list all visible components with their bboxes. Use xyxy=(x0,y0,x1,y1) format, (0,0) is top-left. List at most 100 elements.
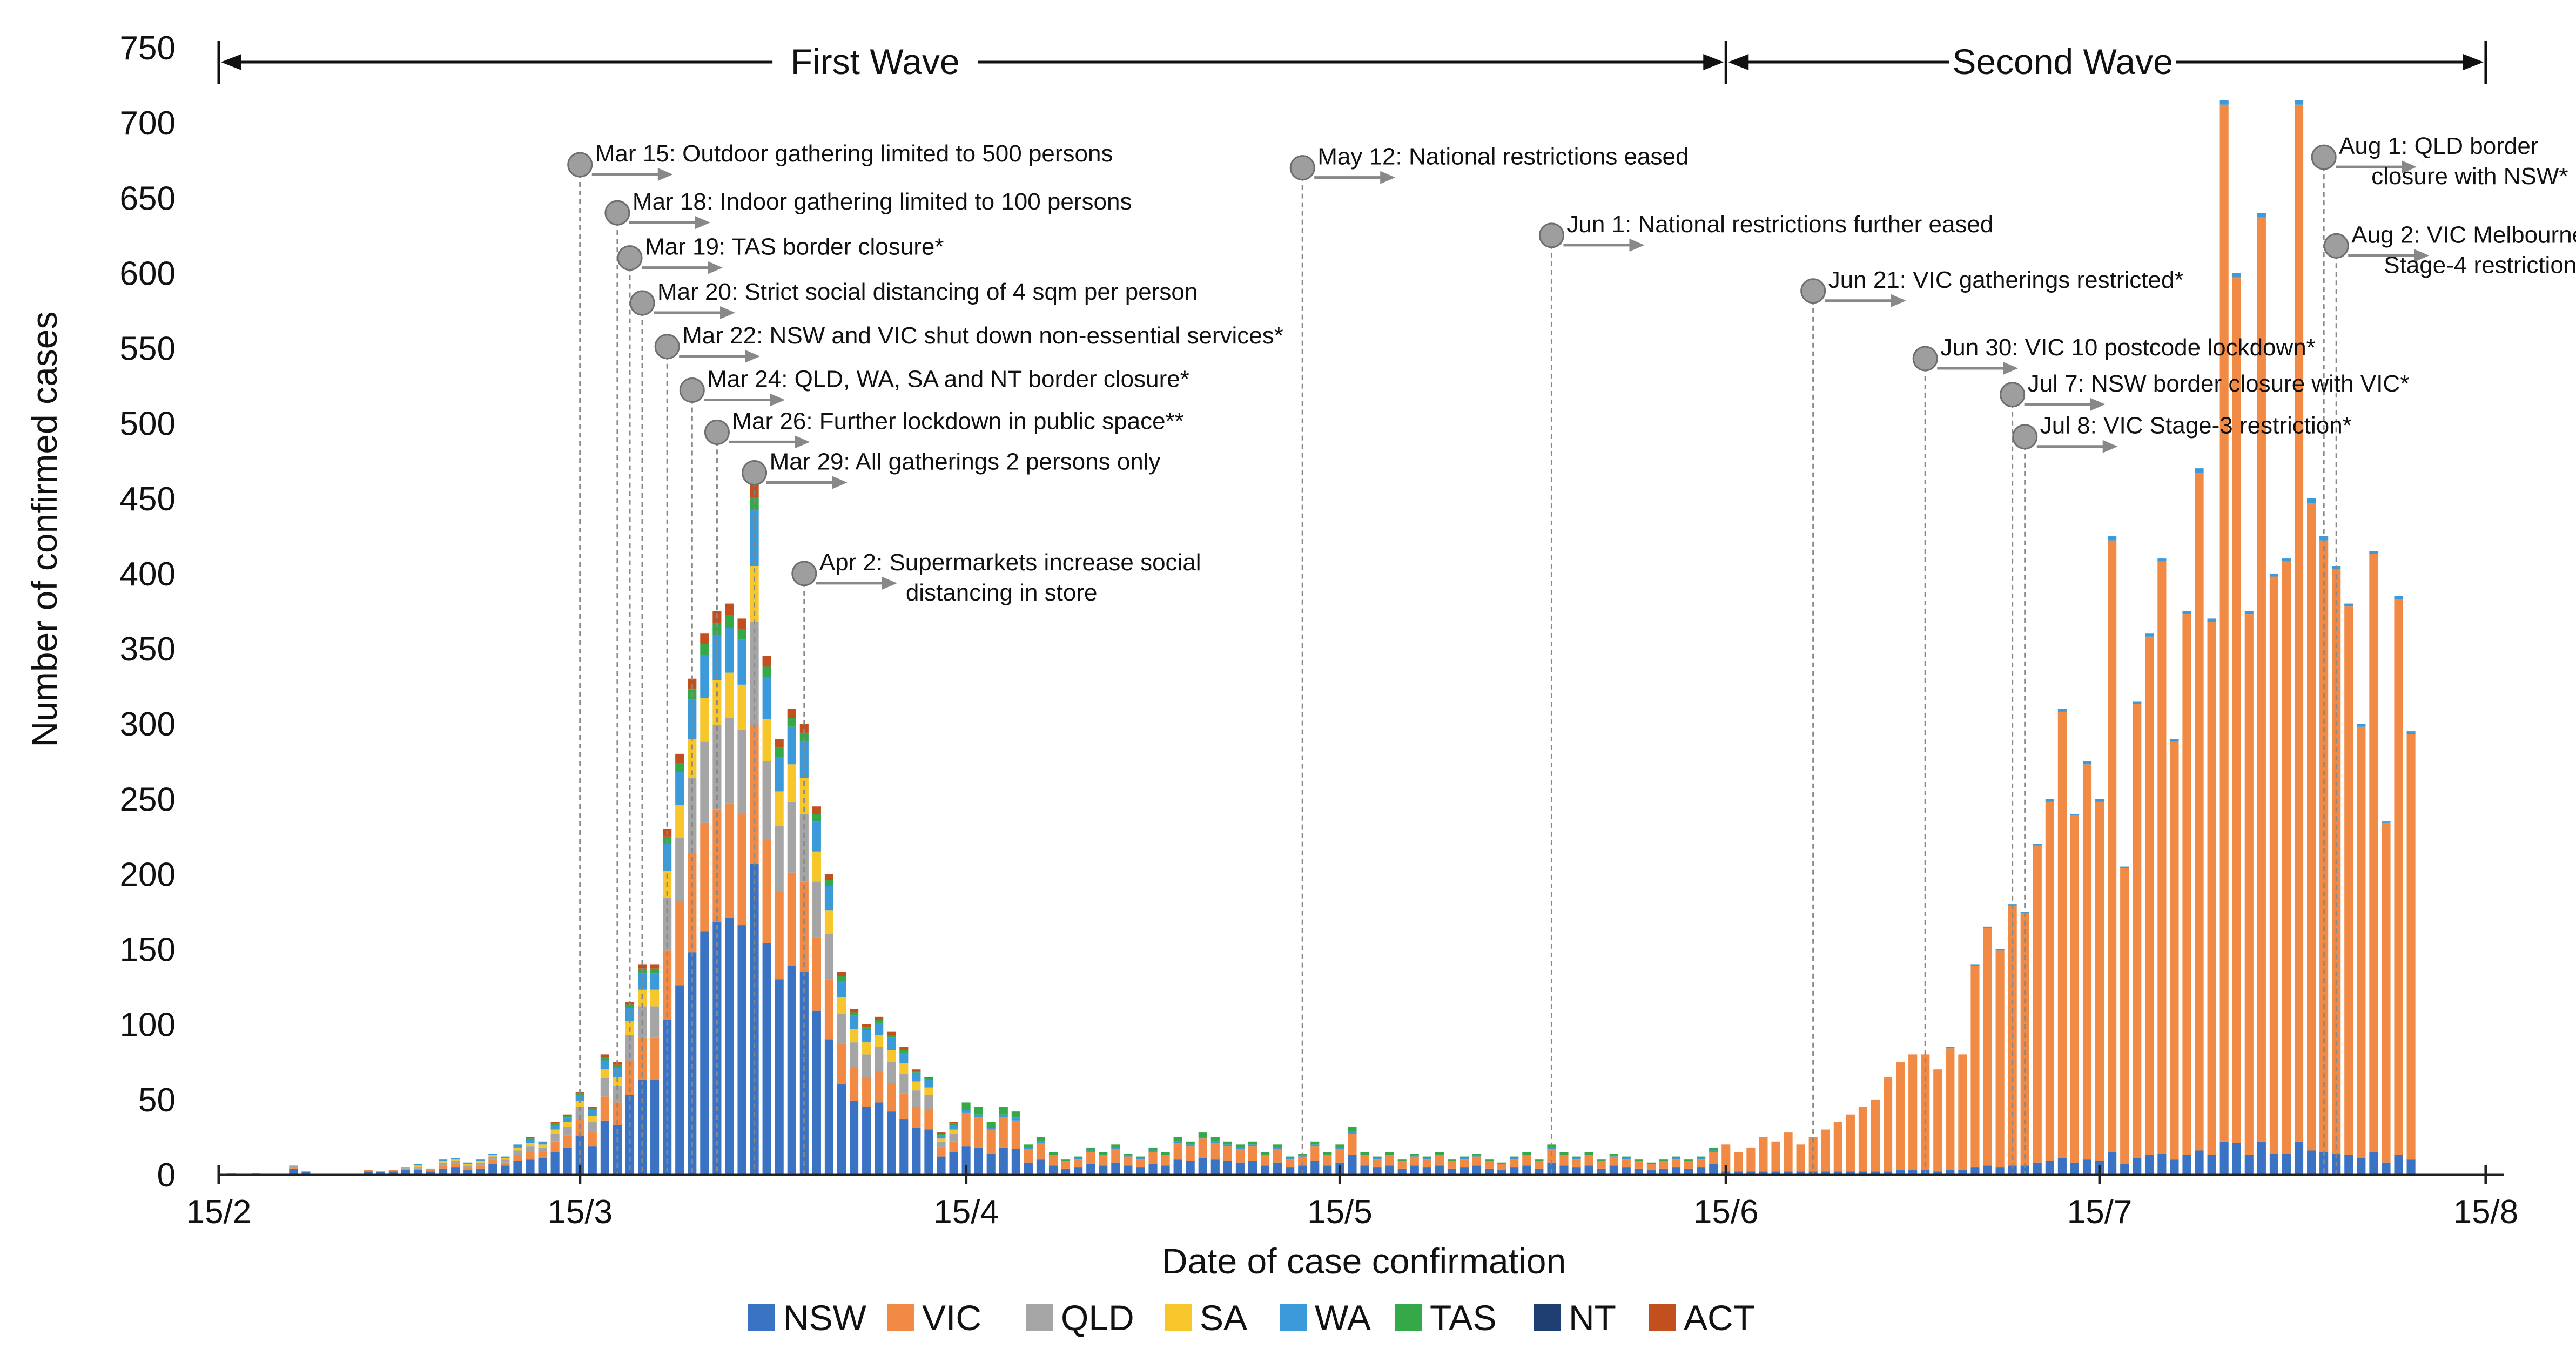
event-annotation: Apr 2: Supermarkets increase social dista… xyxy=(819,549,1201,606)
bar-segment-vic xyxy=(1260,1155,1270,1166)
bar-segment-wa xyxy=(824,886,834,911)
bar-segment-nsw xyxy=(1435,1165,1444,1175)
event-arrowhead xyxy=(2402,160,2417,174)
bar-segment-vic xyxy=(2157,561,2167,1154)
event-arrowhead xyxy=(1891,294,1906,307)
bar-segment-vic xyxy=(2170,741,2179,1160)
bar-segment-nsw xyxy=(1410,1165,1419,1175)
bar-segment-wa xyxy=(2095,799,2104,802)
bar-segment-sa xyxy=(887,1050,896,1062)
bar-segment-vic xyxy=(1447,1161,1457,1169)
bar-segment-vic xyxy=(1173,1143,1182,1160)
bar-segment-tas xyxy=(949,1123,958,1125)
bar-segment-sa xyxy=(912,1081,921,1091)
event-arrowhead xyxy=(2003,362,2019,375)
bar-segment-qld xyxy=(912,1090,921,1107)
bar-segment-vic xyxy=(899,1093,909,1120)
bar-segment-wa xyxy=(1410,1155,1419,1157)
bar-segment-nsw xyxy=(2232,1143,2241,1175)
event-annotation: Mar 15: Outdoor gathering limited to 500… xyxy=(595,140,1113,167)
bar-segment-sa xyxy=(787,764,796,802)
bar-segment-vic xyxy=(1646,1164,1656,1170)
bar-segment-nsw xyxy=(1995,1167,2005,1175)
bar-segment-vic xyxy=(451,1164,460,1168)
bar-segment-wa xyxy=(563,1117,572,1122)
x-tick-label: 15/3 xyxy=(547,1193,613,1231)
bar-segment-nsw xyxy=(937,1156,946,1175)
bar-segment-vic xyxy=(961,1112,971,1147)
bar-segment-vic xyxy=(2145,636,2154,1155)
bar-segment-vic xyxy=(675,901,684,986)
bar-segment-wa xyxy=(937,1135,946,1139)
bar-segment-vic xyxy=(1435,1155,1444,1166)
bar-segment-sa xyxy=(688,739,697,778)
bar-segment-vic xyxy=(1833,1122,1842,1172)
bar-segment-nsw xyxy=(1871,1171,1880,1175)
bar-segment-tas xyxy=(1559,1152,1569,1155)
bar-segment-wa xyxy=(837,981,846,997)
bar-segment-vic xyxy=(1099,1155,1108,1166)
bar-segment-qld xyxy=(463,1165,473,1168)
bar-segment-tas xyxy=(725,615,734,628)
bar-segment-vic xyxy=(1124,1156,1133,1166)
bar-segment-qld xyxy=(712,725,722,810)
bar-segment-vic xyxy=(1734,1152,1743,1172)
wave-arrowhead-right xyxy=(2463,54,2484,70)
bar-segment-wa xyxy=(1697,1158,1706,1160)
bar-segment-qld xyxy=(600,1078,609,1097)
bar-segment-vic xyxy=(1286,1159,1295,1168)
bar-segment-tas xyxy=(974,1107,983,1115)
event-annotation: Aug 2: VIC Melbourne Stage-4 restriction* xyxy=(2351,221,2576,278)
bar-segment-tas xyxy=(824,880,834,886)
bar-segment-nsw xyxy=(799,972,809,1175)
bar-segment-nsw xyxy=(563,1147,572,1175)
bar-segment-tas xyxy=(1659,1159,1669,1161)
bar-segment-tas xyxy=(1074,1156,1083,1158)
legend-label-nt: NT xyxy=(1569,1298,1616,1338)
bar-segment-nsw xyxy=(1459,1167,1469,1175)
event-arrowhead xyxy=(2414,249,2430,262)
bar-segment-tas xyxy=(1148,1147,1158,1151)
bar-segment-vic xyxy=(999,1117,1008,1148)
bar-segment-vic xyxy=(2382,822,2391,1163)
bar-segment-nsw xyxy=(1397,1168,1407,1175)
bar-segment-vic xyxy=(812,937,821,1011)
bar-segment-nsw xyxy=(812,1010,821,1175)
bar-segment-sa xyxy=(439,1161,448,1163)
bar-segment-qld xyxy=(862,1054,871,1077)
bar-segment-nsw xyxy=(1048,1165,1058,1175)
bar-segment-vic xyxy=(463,1167,473,1170)
bar-segment-tas xyxy=(1223,1141,1232,1145)
bar-segment-wa xyxy=(1024,1147,1033,1149)
event-annotation: Mar 24: QLD, WA, SA and NT border closur… xyxy=(707,366,1189,392)
bar-segment-wa xyxy=(1622,1158,1631,1160)
x-tick-label: 15/5 xyxy=(1307,1193,1373,1231)
event-arrowhead xyxy=(770,393,785,407)
bar-segment-vic xyxy=(1995,950,2005,1168)
bar-segment-vic xyxy=(775,892,784,980)
bar-segment-vic xyxy=(700,822,709,932)
bar-segment-vic xyxy=(1896,1062,1905,1170)
bar-segment-act xyxy=(849,1009,859,1013)
bar-segment-nsw xyxy=(1970,1167,1980,1175)
bar-segment-wa xyxy=(501,1156,510,1158)
bar-segment-act xyxy=(899,1047,909,1050)
bar-segment-vic xyxy=(1908,1054,1918,1170)
bar-segment-act xyxy=(550,1122,560,1124)
bar-segment-act xyxy=(563,1114,572,1116)
bar-segment-nsw xyxy=(1472,1165,1482,1175)
bar-segment-wa xyxy=(588,1110,597,1116)
bar-segment-wa xyxy=(737,639,746,685)
bar-segment-wa xyxy=(2207,618,2216,622)
bar-segment-vic xyxy=(1808,1137,1818,1172)
bar-segment-vic xyxy=(1235,1149,1245,1163)
bar-segment-vic xyxy=(1210,1143,1220,1160)
bar-segment-tas xyxy=(1360,1152,1369,1155)
bar-segment-nsw xyxy=(688,952,697,1175)
bar-segment-vic xyxy=(1061,1161,1071,1169)
y-tick-label: 100 xyxy=(120,1007,176,1044)
bar-segment-vic xyxy=(2232,277,2241,1143)
bar-segment-vic xyxy=(2307,503,2316,1151)
event-arrowhead xyxy=(2102,440,2118,453)
event-arrowhead xyxy=(795,435,810,449)
